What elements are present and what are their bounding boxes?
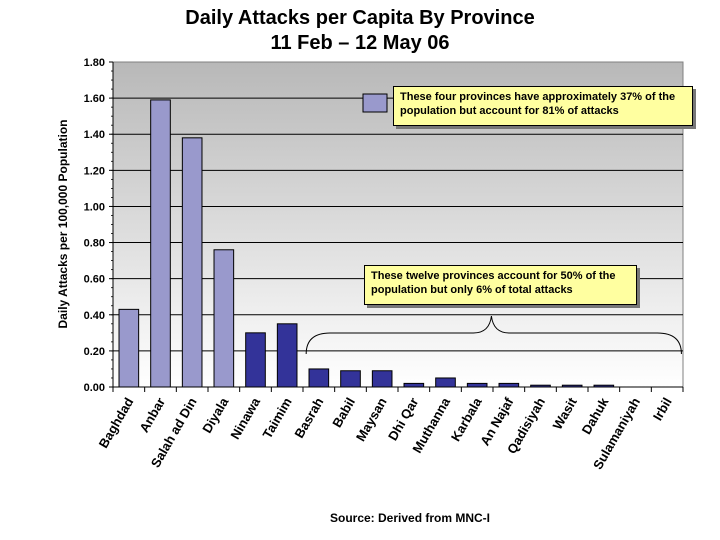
source-note: Source: Derived from MNC-I bbox=[329, 511, 491, 525]
x-tick-label: Baghdad bbox=[96, 395, 137, 451]
y-tick-label: 0.60 bbox=[84, 274, 105, 286]
bars bbox=[118, 99, 615, 388]
bar-taimim bbox=[276, 323, 298, 388]
bar-baghdad bbox=[118, 308, 140, 388]
bar-maysan bbox=[371, 370, 393, 388]
y-tick-label: 0.80 bbox=[84, 238, 105, 250]
annotation-low-provinces: These twelve provinces account for 50% o… bbox=[364, 265, 637, 305]
chart-title: Daily Attacks per Capita By Province bbox=[185, 7, 535, 29]
x-tick-label: Maysan bbox=[353, 395, 390, 444]
y-tick-label: 0.40 bbox=[84, 310, 105, 322]
bar-diyala bbox=[213, 249, 235, 388]
x-tick-label: Diyala bbox=[199, 394, 232, 435]
bar-ninawa bbox=[245, 332, 266, 388]
y-tick-label: 1.20 bbox=[84, 165, 105, 177]
x-tick-label: Taimim bbox=[259, 395, 294, 441]
y-tick-label: 1.60 bbox=[84, 93, 105, 105]
bar-anbar bbox=[150, 99, 171, 388]
y-tick-label: 1.00 bbox=[84, 201, 105, 213]
bar-an-najaf bbox=[498, 382, 520, 388]
bar-basrah bbox=[308, 368, 330, 388]
brace-annotation bbox=[305, 315, 682, 355]
x-tick-label: Dahuk bbox=[579, 394, 612, 437]
bar-muthanna bbox=[435, 377, 456, 388]
x-tick-label: Wasit bbox=[550, 394, 580, 432]
x-tick-label: Ninawa bbox=[227, 394, 263, 442]
bar-babil bbox=[340, 370, 361, 388]
bar-salah-ad-din bbox=[181, 137, 203, 388]
y-tick-label: 1.40 bbox=[84, 129, 105, 141]
x-tick-label: Babil bbox=[329, 395, 358, 430]
x-tick-label: Anbar bbox=[136, 395, 168, 435]
legend-swatch bbox=[362, 93, 388, 113]
y-axis: 0.00 0.20 0.40 0.60 0.80 1.00 1.20 1.40 1.60 1.80 bbox=[84, 57, 114, 394]
x-tick-label: Irbil bbox=[650, 395, 675, 423]
bar-karbala bbox=[466, 382, 488, 388]
y-tick-label: 0.00 bbox=[84, 382, 105, 394]
y-tick-label: 0.20 bbox=[84, 346, 105, 358]
y-tick-label: 1.80 bbox=[84, 57, 105, 69]
chart-subtitle: 11 Feb – 12 May 06 bbox=[270, 32, 450, 54]
bar-dhi-qar bbox=[403, 382, 425, 388]
annotation-high-provinces: These four provinces have approximately … bbox=[393, 86, 693, 126]
x-tick-label: Basrah bbox=[291, 395, 326, 441]
